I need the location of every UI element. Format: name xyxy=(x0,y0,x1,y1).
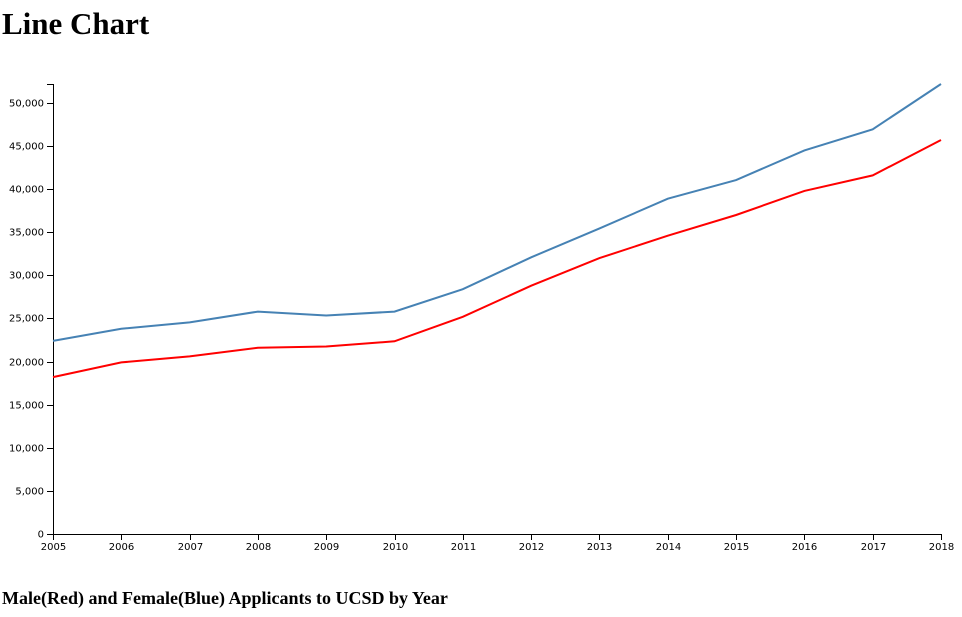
x-tick-label: 2007 xyxy=(178,542,203,553)
series-line-1 xyxy=(52,139,942,379)
x-tick-label: 2011 xyxy=(451,542,476,553)
y-tick-label: 5,000 xyxy=(15,487,44,498)
x-tick-label: 2017 xyxy=(861,542,886,553)
x-axis: 2005 2006 2007 2008 2009 2010 2011 2012 2013 2014… xyxy=(41,534,954,553)
x-tick-label: 2012 xyxy=(519,542,544,553)
x-tick-label: 2008 xyxy=(246,542,271,553)
y-tick-label: 40,000 xyxy=(9,185,44,196)
y-tick-label: 35,000 xyxy=(9,228,44,239)
y-tick-label: 10,000 xyxy=(9,444,44,455)
x-tick-label: 2016 xyxy=(792,542,817,553)
y-tick-label: 45,000 xyxy=(9,142,44,153)
series-line-2 xyxy=(52,83,942,342)
x-tick-label: 2006 xyxy=(109,542,134,553)
x-tick-label: 2013 xyxy=(587,542,612,553)
y-tick-label: 25,000 xyxy=(9,314,44,325)
y-axis: 0 5,000 10,000 15,000 20,000 25,000 30,000 35,0… xyxy=(9,84,54,541)
x-tick-label: 2014 xyxy=(656,542,681,553)
x-axis-line xyxy=(53,534,942,540)
y-tick-label: 0 xyxy=(38,530,44,541)
y-tick-label: 20,000 xyxy=(9,358,44,369)
x-tick-label: 2015 xyxy=(724,542,749,553)
x-tick-label: 2010 xyxy=(383,542,408,553)
x-tick-label: 2018 xyxy=(929,542,954,553)
y-axis-line xyxy=(47,84,54,535)
page-title: Line Chart xyxy=(2,6,150,41)
y-tick-label: 15,000 xyxy=(9,401,44,412)
series-lines xyxy=(52,83,942,379)
x-tick-label: 2009 xyxy=(314,542,339,553)
x-tick-label: 2005 xyxy=(41,542,66,553)
chart-caption: Male(Red) and Female(Blue) Applicants to… xyxy=(2,588,448,608)
y-tick-label: 30,000 xyxy=(9,271,44,282)
y-tick-label: 50,000 xyxy=(9,99,44,110)
line-chart: 0 5,000 10,000 15,000 20,000 25,000 30,000 35,0… xyxy=(9,83,954,553)
